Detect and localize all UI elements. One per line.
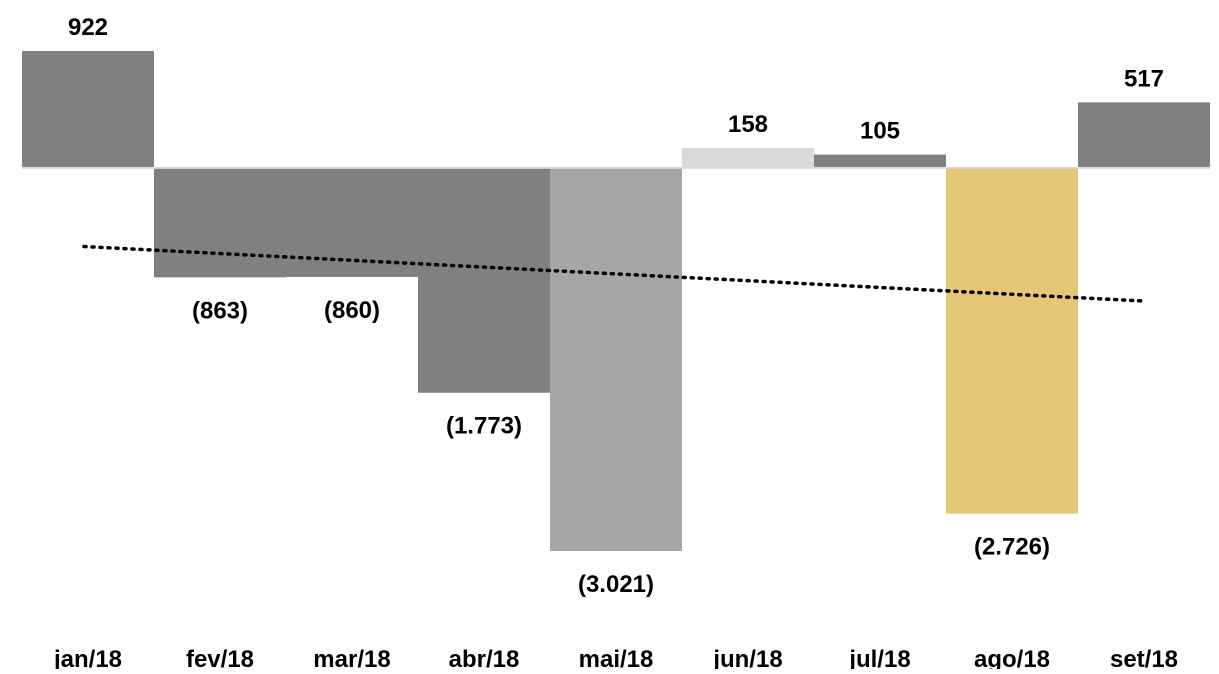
value-label: (1.773) <box>446 413 522 440</box>
category-label: jul/18 <box>848 646 910 669</box>
category-label: jun/18 <box>712 646 782 669</box>
category-label: fev/18 <box>186 646 254 669</box>
category-label: jan/18 <box>53 646 122 669</box>
bar-set-18 <box>1078 102 1210 168</box>
bar-mai-18 <box>550 167 682 551</box>
value-label: 158 <box>728 111 768 138</box>
category-label: abr/18 <box>449 646 520 669</box>
value-label: (860) <box>324 297 380 324</box>
value-label: 517 <box>1124 65 1164 92</box>
bar-jan-18 <box>22 51 154 168</box>
trendline <box>82 244 1146 303</box>
bar-fev-18 <box>154 167 286 278</box>
value-label: (863) <box>192 297 248 324</box>
bar-mar-18 <box>286 167 418 277</box>
category-label: mai/18 <box>579 646 654 669</box>
value-label: 105 <box>860 118 900 145</box>
value-label: 922 <box>68 14 108 41</box>
category-labels-layer: jan/18 fev/18 mar/18 abr/18 mai/18 jun/18 jul/… <box>53 646 1178 673</box>
bar-abr-18 <box>418 167 550 393</box>
category-label: mar/18 <box>313 646 390 669</box>
bars-layer <box>22 51 1210 551</box>
value-label: (3.021) <box>578 571 654 598</box>
value-labels-layer: 922 (863) (860) (1.773) (3.021) 158 105 (2.726)… <box>68 14 1164 598</box>
category-label: set/18 <box>1110 646 1178 669</box>
category-label: ago/18 <box>974 646 1050 669</box>
bar-jun-18 <box>682 147 814 168</box>
bar-jul-18 <box>814 154 946 168</box>
value-label: (2.726) <box>974 534 1050 561</box>
bar-ago-18 <box>946 167 1078 514</box>
